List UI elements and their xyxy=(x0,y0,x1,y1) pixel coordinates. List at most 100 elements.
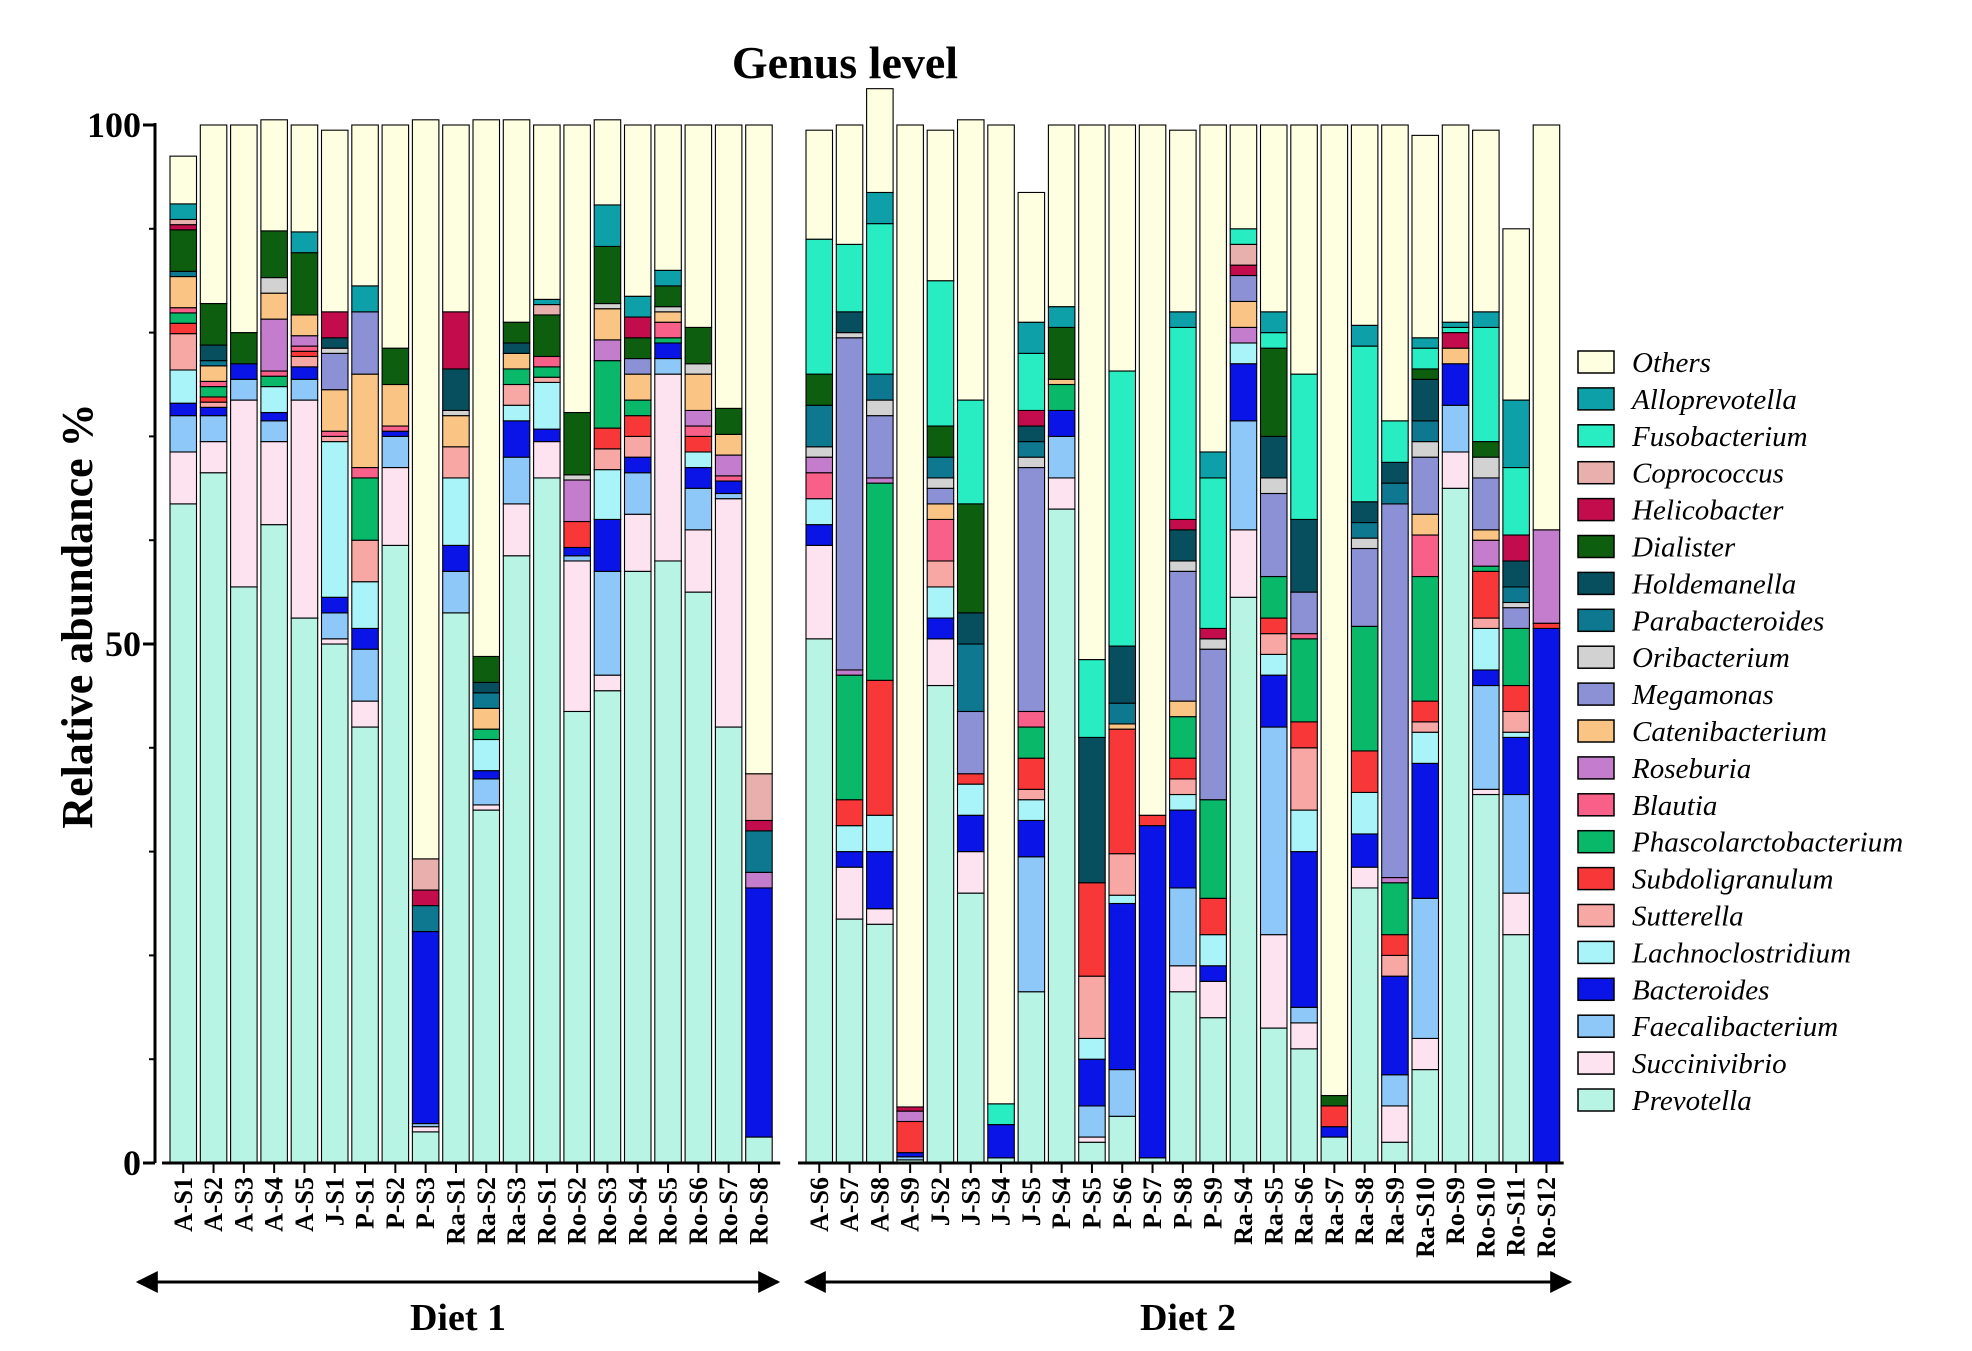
segment-prevotella-p-s2 xyxy=(381,544,410,1164)
segment-helicobacter-j-s5 xyxy=(1017,409,1046,427)
legend-swatch xyxy=(1577,756,1615,780)
legend-label: Others xyxy=(1632,347,1711,379)
segment-bacteroides-j-s3 xyxy=(956,814,985,853)
segment-prevotella-ra-s9 xyxy=(1381,1141,1409,1164)
bar-j-s2 xyxy=(926,129,955,1164)
segment-prevotella-a-s1 xyxy=(169,503,198,1164)
bar-ro-s10 xyxy=(1472,129,1500,1164)
segment-subdoligranulum-ro-s10 xyxy=(1472,570,1500,619)
segment-oribacterium-p-s8 xyxy=(1169,560,1197,572)
legend-item-others: Others xyxy=(1577,347,1711,379)
legend-item-megamonas: Megamonas xyxy=(1577,679,1774,711)
segment-phascolarctobacterium-ro-s1 xyxy=(533,366,561,378)
segment-succinivibrio-p-s1 xyxy=(351,700,379,728)
segment-megamonas-ra-s5 xyxy=(1259,492,1288,578)
y-axis-label: Relative abundance % xyxy=(53,403,102,828)
segment-catenibacterium-ro-s4 xyxy=(623,373,652,401)
legend-label: Holdemanella xyxy=(1631,568,1796,600)
bar-j-s1 xyxy=(320,129,349,1164)
segment-others-ra-s6 xyxy=(1290,124,1318,375)
segment-lachnoclostridium-ra-s3 xyxy=(502,404,531,422)
segment-faecalibacterium-a-s2 xyxy=(199,415,228,443)
legend-swatch xyxy=(1577,534,1615,559)
bar-a-s3 xyxy=(230,124,258,1164)
segment-phascolarctobacterium-a-s1 xyxy=(169,312,198,324)
segment-others-ra-s2 xyxy=(472,119,501,658)
x-tick-label: Ra-S5 xyxy=(1259,1177,1288,1245)
segment-coprococcus-p-s3 xyxy=(411,858,440,891)
segment-succinivibrio-ra-s5 xyxy=(1259,934,1288,1029)
segment-succinivibrio-a-s2 xyxy=(199,441,228,474)
segment-bacteroides-p-s2 xyxy=(381,430,410,437)
segment-succinivibrio-p-s5 xyxy=(1078,1136,1106,1143)
segment-others-p-s5 xyxy=(1078,124,1106,661)
segment-subdoligranulum-p-s8 xyxy=(1169,757,1197,780)
segment-faecalibacterium-ro-s5 xyxy=(654,357,682,375)
x-tick-label: Ra-S7 xyxy=(1320,1177,1349,1245)
bar-ro-s11 xyxy=(1502,228,1530,1164)
segment-succinivibrio-p-s3 xyxy=(411,1126,440,1133)
segment-subdoligranulum-a-s8 xyxy=(866,679,894,816)
segment-others-j-s5 xyxy=(1017,191,1046,323)
bar-ra-s5 xyxy=(1259,124,1288,1164)
segment-roseburia-ro-s7 xyxy=(714,454,743,477)
segment-others-a-s8 xyxy=(866,88,894,194)
segment-sutterella-j-s1 xyxy=(320,435,349,443)
x-tick-label: Ro-S1 xyxy=(532,1177,561,1245)
segment-oribacterium-ra-s5 xyxy=(1259,477,1288,495)
segment-bacteroides-ra-s3 xyxy=(502,420,531,458)
segment-alloprevotella-p-s9 xyxy=(1199,451,1227,479)
segment-bacteroides-ro-s10 xyxy=(1472,669,1500,687)
segment-blautia-a-s4 xyxy=(260,370,288,377)
segment-phascolarctobacterium-p-s1 xyxy=(351,477,379,541)
segment-fusobacterium-p-s8 xyxy=(1169,326,1197,520)
segment-bacteroides-p-s3 xyxy=(411,930,440,1125)
segment-others-a-s1 xyxy=(169,155,198,205)
segment-parabacteroides-a-s1 xyxy=(169,270,198,278)
segment-helicobacter-ro-s8 xyxy=(745,819,773,832)
segment-oribacterium-ro-s11 xyxy=(1502,601,1530,609)
segment-sutterella-j-s5 xyxy=(1017,788,1046,801)
segment-roseburia-ro-s2 xyxy=(563,479,591,523)
x-tick-label: A-S8 xyxy=(865,1177,894,1232)
segment-holdemanella-ra-s9 xyxy=(1381,461,1409,484)
x-tick-label: Ra-S4 xyxy=(1229,1177,1258,1245)
segment-others-p-s1 xyxy=(351,124,379,287)
segment-faecalibacterium-j-s5 xyxy=(1017,856,1046,993)
segment-helicobacter-ro-s9 xyxy=(1441,332,1470,349)
segment-bacteroides-ra-s4 xyxy=(1229,363,1258,422)
segment-fusobacterium-ra-s9 xyxy=(1381,420,1409,463)
segment-bacteroides-p-s4 xyxy=(1047,409,1076,437)
legend-label: Faecalibacterium xyxy=(1631,1011,1838,1043)
segment-roseburia-a-s5 xyxy=(290,335,319,347)
segment-phascolarctobacterium-ra-s2 xyxy=(472,728,501,741)
segment-faecalibacterium-a-s1 xyxy=(169,415,198,453)
segment-succinivibrio-p-s8 xyxy=(1169,965,1197,993)
segment-holdemanella-j-s3 xyxy=(956,612,985,645)
segment-alloprevotella-ro-s1 xyxy=(533,298,561,306)
legend-label: Alloprevotella xyxy=(1630,384,1797,416)
segment-prevotella-j-s5 xyxy=(1017,991,1046,1164)
legend-item-catenibacterium: Catenibacterium xyxy=(1577,716,1827,748)
legend-label: Dialister xyxy=(1631,532,1736,564)
segment-prevotella-ro-s2 xyxy=(563,710,591,1164)
segment-subdoligranulum-ra-s6 xyxy=(1290,721,1318,749)
segment-fusobacterium-p-s6 xyxy=(1108,370,1137,647)
segment-dialister-ro-s5 xyxy=(654,285,682,308)
segment-holdemanella-ra-s3 xyxy=(502,342,531,354)
segment-lachnoclostridium-ro-s6 xyxy=(684,451,713,469)
segment-sutterella-j-s2 xyxy=(926,560,955,588)
segment-alloprevotella-ro-s9 xyxy=(1441,321,1470,328)
segment-lachnoclostridium-ro-s11 xyxy=(1502,731,1530,738)
segment-catenibacterium-ro-s9 xyxy=(1441,347,1470,365)
segment-prevotella-ra-s10 xyxy=(1411,1069,1440,1164)
x-tick-label: Ro-S2 xyxy=(563,1177,592,1245)
segment-faecalibacterium-ra-s9 xyxy=(1381,1074,1409,1107)
segment-lachnoclostridium-p-s9 xyxy=(1199,934,1227,967)
x-tick-label: J-S3 xyxy=(956,1177,985,1226)
legend-swatch xyxy=(1577,682,1615,706)
bar-ra-s3 xyxy=(502,119,531,1164)
legend-swatch xyxy=(1577,608,1615,633)
segment-others-ra-s5 xyxy=(1259,124,1288,313)
legend-swatch xyxy=(1577,1051,1615,1075)
